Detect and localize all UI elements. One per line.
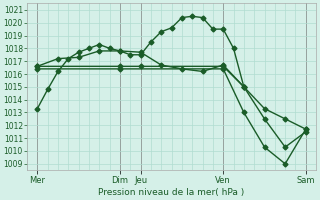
X-axis label: Pression niveau de la mer( hPa ): Pression niveau de la mer( hPa )	[99, 188, 245, 197]
